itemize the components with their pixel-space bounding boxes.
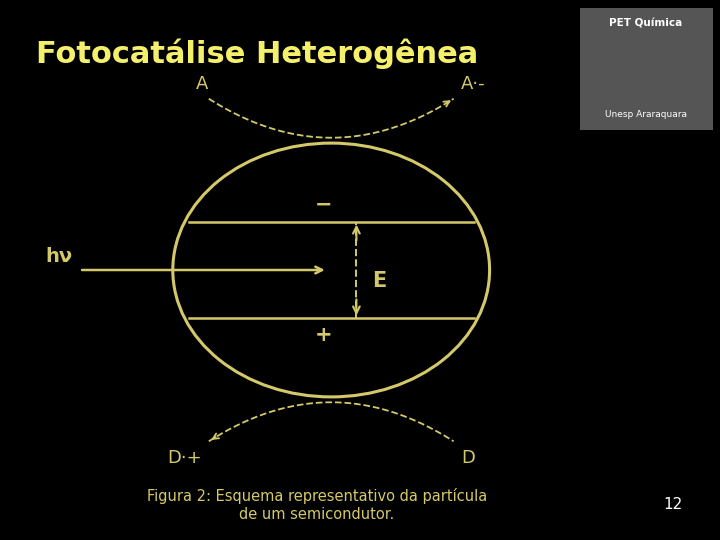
Text: E: E: [372, 271, 387, 291]
Text: A: A: [195, 75, 208, 93]
Bar: [580, 8, 713, 130]
Text: 12: 12: [664, 497, 683, 512]
Text: PET Química: PET Química: [609, 19, 683, 29]
Text: −: −: [315, 195, 333, 215]
Text: +: +: [315, 325, 333, 345]
Text: hν: hν: [45, 247, 72, 266]
Text: Unesp Araraquara: Unesp Araraquara: [605, 110, 687, 119]
Text: D·+: D·+: [167, 449, 202, 468]
Text: Fotocatálise Heterogênea: Fotocatálise Heterogênea: [36, 39, 478, 69]
Text: Figura 2: Esquema representativo da partícula
de um semicondutor.: Figura 2: Esquema representativo da part…: [147, 488, 487, 522]
Text: A·-: A·-: [461, 75, 485, 93]
Text: D: D: [461, 449, 474, 468]
